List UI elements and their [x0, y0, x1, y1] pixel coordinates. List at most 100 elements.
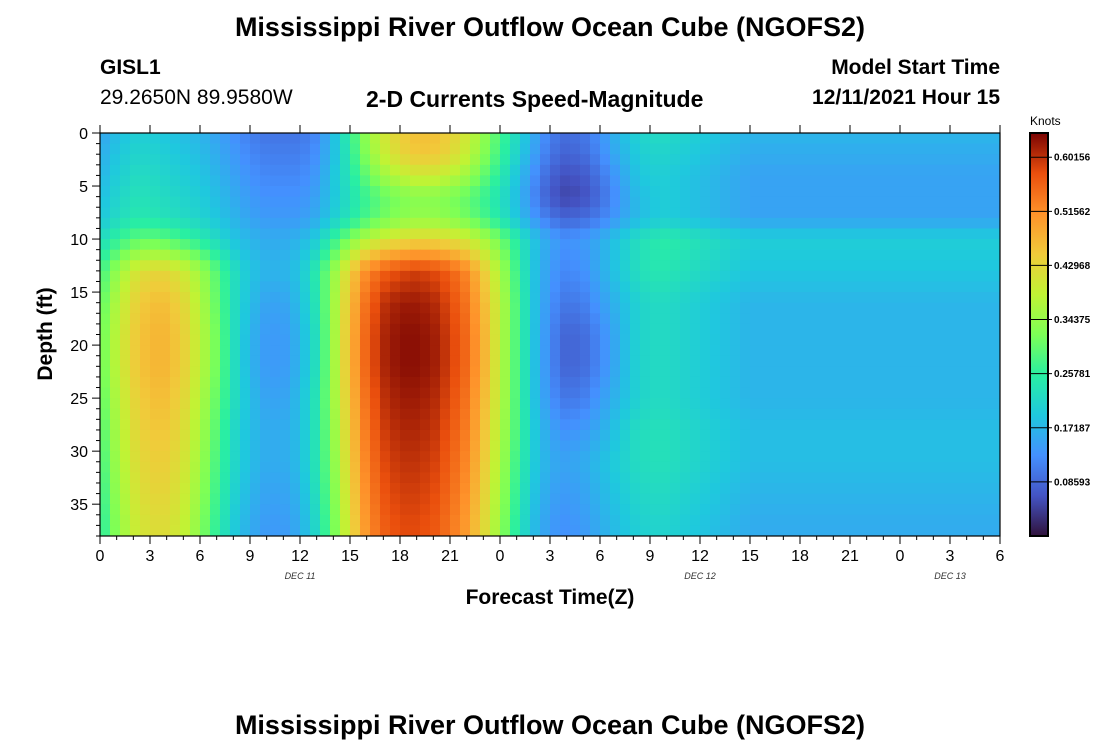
- heatmap-cell: [840, 313, 851, 325]
- heatmap-cell: [690, 239, 701, 251]
- heatmap-cell: [690, 281, 701, 293]
- heatmap-cell: [610, 525, 621, 537]
- heatmap-cell: [950, 249, 961, 261]
- heatmap-cell: [490, 366, 501, 378]
- heatmap-cell: [590, 376, 601, 389]
- heatmap-cell: [220, 164, 231, 176]
- heatmap-cell: [510, 376, 521, 389]
- heatmap-cell: [920, 196, 931, 208]
- heatmap-cell: [750, 398, 761, 410]
- heatmap-cell: [810, 323, 821, 335]
- heatmap-cell: [450, 408, 461, 420]
- heatmap-cell: [680, 376, 691, 389]
- heatmap-cell: [280, 323, 291, 335]
- heatmap-cell: [260, 482, 271, 495]
- heatmap-cell: [700, 451, 711, 463]
- heatmap-cell: [520, 292, 531, 304]
- heatmap-cell: [820, 228, 831, 240]
- heatmap-cell: [670, 493, 681, 505]
- heatmap-cell: [680, 260, 691, 272]
- heatmap-cell: [820, 207, 831, 219]
- heatmap-cell: [310, 260, 321, 272]
- heatmap-cell: [390, 313, 401, 325]
- heatmap-cell: [840, 143, 851, 155]
- heatmap-cell: [680, 313, 691, 325]
- heatmap-cell: [510, 217, 521, 229]
- heatmap-cell: [710, 451, 721, 463]
- heatmap-cell: [160, 239, 171, 251]
- heatmap-cell: [420, 504, 431, 516]
- heatmap-cell: [750, 482, 761, 495]
- heatmap-cell: [480, 270, 491, 282]
- heatmap-cell: [340, 440, 351, 452]
- heatmap-cell: [260, 154, 271, 166]
- heatmap-cell: [660, 355, 671, 367]
- heatmap-cell: [890, 281, 901, 293]
- heatmap-cell: [690, 154, 701, 166]
- heatmap-cell: [620, 164, 631, 176]
- heatmap-cell: [320, 504, 331, 516]
- heatmap-cell: [670, 419, 681, 431]
- heatmap-cell: [160, 270, 171, 282]
- heatmap-cell: [180, 164, 191, 176]
- heatmap-cell: [920, 345, 931, 357]
- heatmap-cell: [760, 239, 771, 251]
- heatmap-cell: [970, 196, 981, 208]
- heatmap-cell: [170, 482, 181, 495]
- heatmap-cell: [310, 239, 321, 251]
- heatmap-cell: [810, 292, 821, 304]
- heatmap-cell: [200, 133, 211, 145]
- heatmap-cell: [870, 514, 881, 526]
- heatmap-cell: [800, 514, 811, 526]
- heatmap-cell: [240, 302, 251, 314]
- heatmap-cell: [110, 504, 121, 516]
- x-tick-label: 9: [246, 548, 255, 565]
- heatmap-cell: [390, 482, 401, 495]
- heatmap-cell: [530, 345, 541, 357]
- heatmap-cell: [930, 281, 941, 293]
- heatmap-cell: [480, 228, 491, 240]
- heatmap-cell: [980, 281, 991, 293]
- heatmap-cell: [170, 493, 181, 505]
- heatmap-cell: [100, 366, 111, 378]
- heatmap-cell: [870, 196, 881, 208]
- heatmap-cell: [220, 408, 231, 420]
- heatmap-cell: [850, 376, 861, 389]
- heatmap-cell: [270, 525, 281, 537]
- heatmap-cell: [430, 260, 441, 272]
- heatmap-cell: [980, 207, 991, 219]
- heatmap-cell: [960, 472, 971, 484]
- heatmap-cell: [780, 133, 791, 145]
- heatmap-cell: [330, 164, 341, 176]
- heatmap-cell: [210, 228, 221, 240]
- heatmap-cell: [480, 143, 491, 155]
- heatmap-cell: [720, 186, 731, 198]
- heatmap-cell: [150, 366, 161, 378]
- heatmap-cell: [550, 408, 561, 420]
- heatmap-cell: [390, 239, 401, 251]
- heatmap-cell: [830, 334, 841, 346]
- heatmap-cell: [750, 260, 761, 272]
- heatmap-cell: [110, 249, 121, 261]
- heatmap-cell: [330, 239, 341, 251]
- heatmap-cell: [750, 239, 761, 251]
- heatmap-cell: [690, 292, 701, 304]
- heatmap-cell: [700, 504, 711, 516]
- heatmap-cell: [420, 207, 431, 219]
- heatmap-cell: [980, 133, 991, 145]
- heatmap-cell: [920, 419, 931, 431]
- heatmap-cell: [280, 302, 291, 314]
- heatmap-cell: [180, 249, 191, 261]
- heatmap-cell: [850, 270, 861, 282]
- heatmap-cell: [910, 313, 921, 325]
- heatmap-cell: [300, 249, 311, 261]
- heatmap-cell: [240, 472, 251, 484]
- heatmap-cell: [390, 207, 401, 219]
- heatmap-cell: [900, 451, 911, 463]
- heatmap-cell: [570, 387, 581, 399]
- heatmap-cell: [660, 133, 671, 145]
- heatmap-cell: [430, 196, 441, 208]
- heatmap-cell: [950, 419, 961, 431]
- heatmap-cell: [700, 334, 711, 346]
- heatmap-cell: [730, 398, 741, 410]
